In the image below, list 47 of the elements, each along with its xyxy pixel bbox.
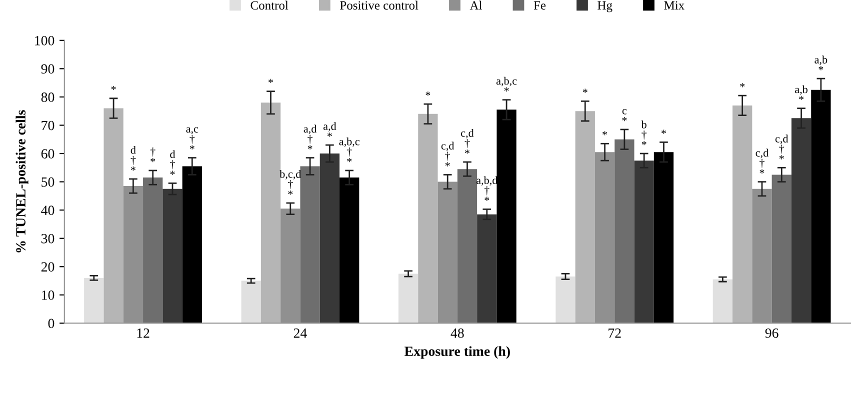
x-axis-title: Exposure time (h)	[404, 346, 510, 359]
legend-label: Al	[470, 0, 482, 10]
x-tick-label: 72	[608, 328, 621, 338]
data-label: a,b,c *	[496, 76, 517, 92]
data-label: *	[268, 78, 273, 83]
y-tick-label: 40	[41, 206, 54, 216]
x-tick-label: 48	[450, 328, 464, 338]
data-label: *	[111, 86, 116, 90]
data-label: b † *	[641, 120, 647, 146]
data-label: a,d *	[323, 122, 336, 137]
y-tick-label: 0	[48, 318, 54, 328]
data-label: c *	[622, 109, 627, 122]
y-tick-label: 70	[42, 120, 54, 130]
legend-label: Mix	[664, 1, 684, 10]
x-tick-label: 12	[137, 328, 150, 338]
legend-label: Positive control	[340, 0, 418, 10]
data-label: a,d † *	[304, 124, 317, 150]
data-label: *	[662, 130, 666, 134]
data-label: a,b *	[795, 85, 808, 100]
legend-label: Hg	[598, 1, 612, 12]
data-label: *	[426, 92, 430, 96]
data-label: a,c † *	[186, 127, 198, 150]
y-tick-label: 10	[42, 290, 54, 300]
y-tick-label: 60	[41, 149, 54, 158]
data-label: *	[602, 131, 608, 136]
y-tick-label: 20	[41, 262, 54, 272]
y-tick-label: 30	[41, 234, 54, 244]
y-tick-label: 100	[35, 36, 54, 46]
y-tick-label: 50	[42, 177, 54, 187]
x-tick-label: 24	[294, 328, 307, 338]
data-label: d † *	[170, 150, 176, 175]
data-label: a,b *	[814, 56, 828, 70]
data-label: *	[582, 88, 588, 93]
y-tick-label: 80	[41, 92, 54, 102]
legend-label: Fe	[534, 1, 546, 10]
data-label: *	[740, 83, 745, 88]
legend-label: Control	[250, 0, 288, 10]
data-label: † *	[150, 148, 156, 162]
data-label: d † *	[130, 146, 136, 171]
data-label: a,b,c † *	[339, 137, 360, 162]
data-label: c,d † *	[461, 128, 474, 154]
data-label: c,d † *	[775, 134, 788, 160]
y-tick-label: 90	[41, 64, 54, 74]
data-label: c,d † *	[441, 142, 454, 166]
x-tick-label: 96	[765, 328, 778, 338]
data-label: c,d † *	[756, 148, 768, 174]
y-axis-title: % TUNEL-positive cells	[16, 110, 28, 252]
